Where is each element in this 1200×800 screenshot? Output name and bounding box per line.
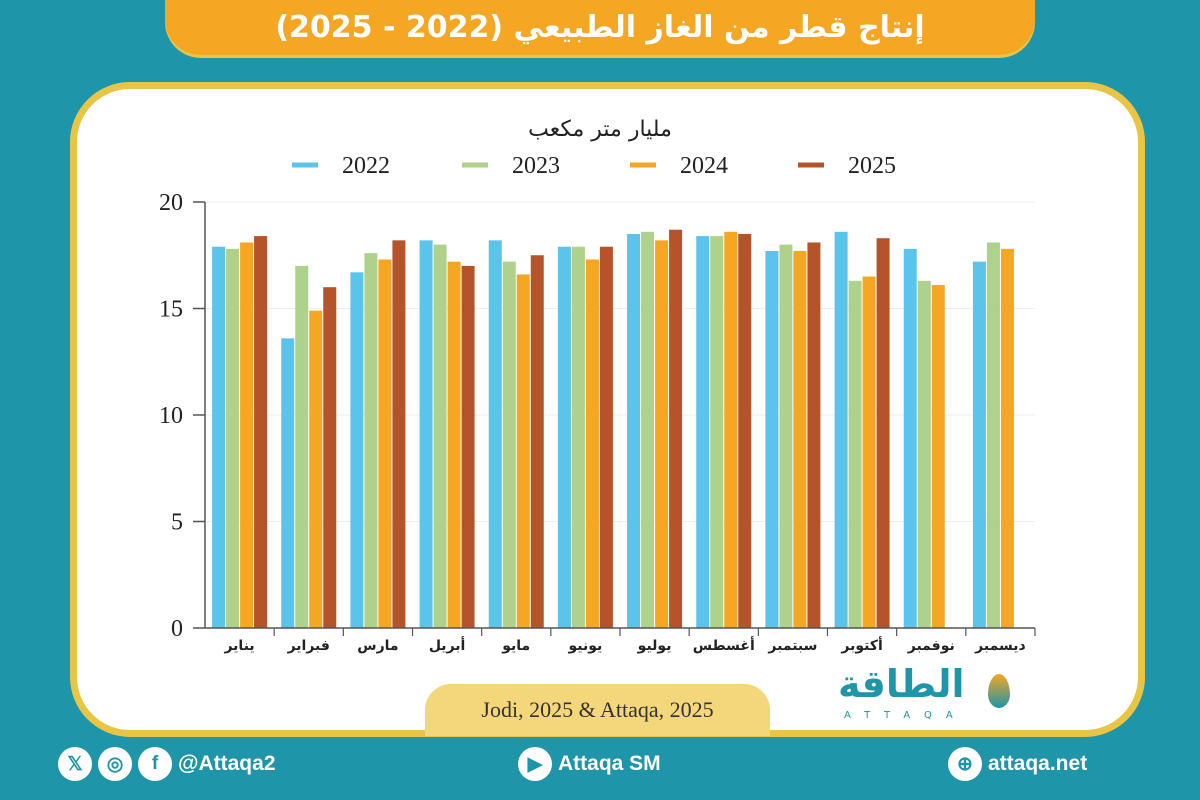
facebook-icon[interactable]: f	[138, 747, 172, 781]
bar-2022	[488, 240, 502, 628]
bar-2024	[447, 261, 461, 628]
bar-2022	[627, 233, 641, 628]
bar-2024	[793, 250, 807, 629]
bar-2025	[807, 242, 821, 628]
chart-unit-title: مليار متر مكعب	[528, 117, 672, 142]
x-tick-label: أبريل	[429, 636, 466, 654]
bar-2025	[599, 246, 613, 629]
bar-2025	[669, 229, 683, 628]
x-tick-label: يوليو	[637, 638, 672, 654]
bar-2024	[240, 242, 254, 628]
bar-2024	[585, 259, 599, 628]
bar-2025	[876, 238, 890, 628]
bar-2024	[309, 310, 323, 628]
bar-2023	[710, 236, 724, 628]
bar-2025	[461, 265, 475, 628]
x-tick-label: فبراير	[287, 638, 330, 654]
x-icon[interactable]: 𝕏	[58, 747, 92, 781]
x-tick-label: ديسمبر	[974, 638, 1026, 654]
y-tick-label: 20	[159, 190, 183, 216]
x-tick-label: نوفمبر	[907, 638, 955, 654]
bar-2023	[295, 265, 309, 628]
youtube-link[interactable]: ▶ Attaqa SM	[518, 742, 661, 786]
bar-2022	[696, 236, 710, 628]
title-banner: إنتاج قطر من الغاز الطبيعي (2022 - 2025)	[165, 0, 1035, 55]
bar-2025	[323, 287, 337, 628]
social-handle[interactable]: @Attaqa2	[178, 752, 276, 775]
bar-2023	[571, 246, 585, 629]
bar-2023	[502, 261, 516, 628]
bar-2022	[903, 248, 917, 629]
bar-2023	[364, 253, 378, 628]
bar-2022	[834, 231, 848, 628]
bar-2023	[433, 244, 447, 628]
instagram-icon[interactable]: ◎	[98, 747, 132, 781]
website-link[interactable]: ⊕ attaqa.net	[948, 742, 1087, 786]
bar-2022	[765, 250, 779, 629]
bar-2022	[419, 240, 433, 628]
source-label: Jodi, 2025 & Attaqa, 2025	[425, 684, 770, 736]
bar-2023	[641, 231, 655, 628]
bar-2024	[655, 240, 669, 628]
bar-2023	[226, 248, 240, 629]
bar-2024	[516, 274, 530, 628]
y-tick-label: 15	[159, 297, 183, 323]
youtube-label: Attaqa SM	[558, 752, 661, 775]
bar-2022	[972, 261, 986, 628]
bar-2025	[738, 233, 752, 628]
attaqa-logo: الطاقة ATTAQA	[838, 662, 1038, 724]
x-tick-label: أغسطس	[693, 636, 755, 654]
website-label: attaqa.net	[988, 752, 1088, 775]
bar-2024	[724, 231, 738, 628]
logo-arabic: الطاقة	[838, 662, 965, 706]
youtube-icon: ▶	[518, 747, 552, 781]
globe-icon: ⊕	[948, 747, 982, 781]
bar-2022	[212, 246, 226, 629]
bar-2023	[917, 280, 931, 628]
x-tick-label: مايو	[501, 638, 530, 654]
page-title: إنتاج قطر من الغاز الطبيعي (2022 - 2025)	[275, 10, 925, 45]
legend-label-2023: 2023	[512, 153, 560, 179]
bar-2025	[530, 255, 544, 628]
x-tick-label: مارس	[357, 638, 398, 654]
bar-2024	[1000, 248, 1014, 629]
y-tick-label: 0	[171, 616, 183, 642]
x-tick-label: أكتوبر	[840, 636, 882, 654]
bar-2022	[281, 338, 295, 628]
bar-2023	[779, 244, 793, 628]
legend-label-2022: 2022	[342, 153, 390, 179]
bar-2022	[350, 272, 364, 628]
legend-label-2024: 2024	[680, 153, 728, 179]
bar-2024	[931, 285, 945, 628]
legend-label-2025: 2025	[848, 153, 896, 179]
logo-latin: ATTAQA	[844, 710, 967, 721]
source-text: Jodi, 2025 & Attaqa, 2025	[481, 697, 714, 722]
logo-drop-icon	[988, 674, 1010, 708]
x-tick-label: يونيو	[568, 638, 603, 654]
bar-2023	[986, 242, 1000, 628]
bar-2025	[254, 236, 268, 628]
bar-2024	[862, 276, 876, 628]
x-tick-label: سبتمبر	[767, 638, 817, 654]
y-tick-label: 10	[159, 403, 183, 429]
bar-2024	[378, 259, 392, 628]
x-tick-label: يناير	[223, 638, 254, 654]
bar-2025	[392, 240, 406, 628]
bar-2023	[848, 280, 862, 628]
bar-2022	[557, 246, 571, 629]
y-tick-label: 5	[171, 510, 183, 536]
social-links: 𝕏 ◎ f @Attaqa2	[58, 742, 276, 786]
